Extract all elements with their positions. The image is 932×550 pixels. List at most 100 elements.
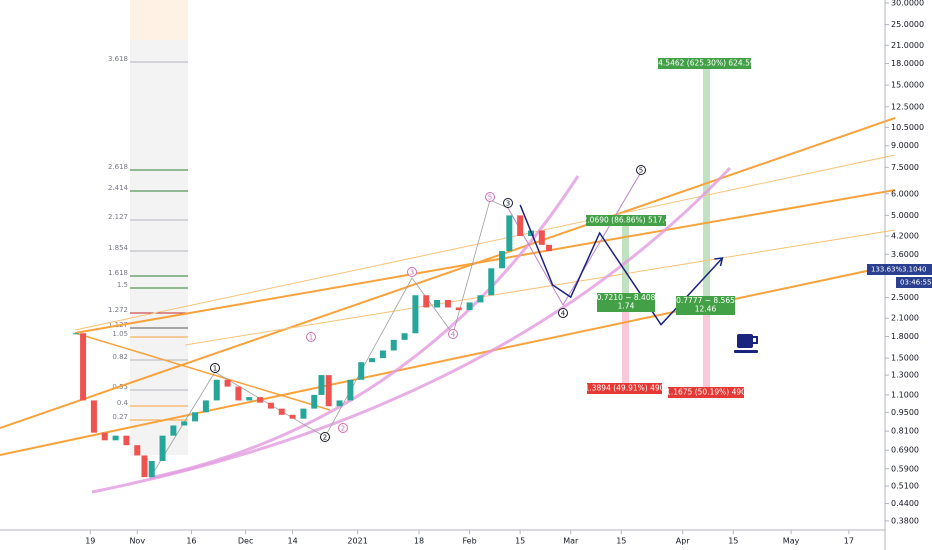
fib-label: 1.854 bbox=[108, 244, 129, 252]
wave-label: 2 bbox=[341, 425, 345, 433]
countdown: 03:46:55 bbox=[900, 279, 931, 287]
fib-label: 0.27 bbox=[112, 413, 128, 421]
candle bbox=[300, 408, 307, 419]
fib-label: 2.127 bbox=[108, 213, 128, 221]
price-change: 133.63% bbox=[871, 266, 902, 274]
x-tick-label: 16 bbox=[186, 537, 196, 546]
candle bbox=[499, 251, 506, 269]
x-tick-label: 17 bbox=[844, 537, 854, 546]
candle bbox=[444, 299, 451, 308]
candle bbox=[112, 435, 119, 441]
candle bbox=[538, 230, 545, 245]
fib-label: 1.272 bbox=[108, 306, 128, 314]
candle bbox=[401, 333, 408, 340]
candle bbox=[423, 295, 430, 308]
candle bbox=[477, 295, 484, 303]
wave-label: 2 bbox=[323, 434, 327, 442]
candle bbox=[246, 397, 253, 401]
candle bbox=[289, 414, 296, 419]
candle bbox=[257, 397, 264, 403]
x-tick-label: Feb bbox=[463, 537, 477, 546]
y-tick-label: 6.0000 bbox=[891, 189, 919, 198]
candle bbox=[311, 394, 318, 409]
channel-line bbox=[74, 154, 896, 331]
x-tick-label: Mar bbox=[563, 537, 579, 546]
y-tick-label: 7.5000 bbox=[891, 163, 919, 172]
fib-box bbox=[130, 40, 188, 455]
candle bbox=[455, 307, 462, 311]
y-tick-label: 0.3800 bbox=[891, 516, 919, 525]
x-tick-label: 2021 bbox=[347, 537, 367, 546]
candle bbox=[517, 215, 524, 237]
wave-circle bbox=[320, 432, 330, 442]
fib-label: 1.05 bbox=[112, 330, 128, 338]
candle bbox=[347, 379, 354, 401]
measure-label: 1.3894 (49.91%) 490 bbox=[585, 384, 665, 393]
channel-line bbox=[0, 264, 896, 456]
y-tick-label: 3.6000 bbox=[891, 250, 919, 259]
label-box bbox=[668, 387, 744, 398]
candle bbox=[101, 432, 108, 441]
candle bbox=[170, 425, 177, 436]
y-tick-label: 5.0000 bbox=[891, 211, 919, 220]
y-tick-label: 2.1000 bbox=[891, 314, 919, 323]
wave-circle bbox=[503, 198, 513, 208]
candle bbox=[358, 362, 365, 380]
coffee-icon[interactable] bbox=[734, 334, 758, 353]
candle bbox=[148, 460, 155, 478]
fib-label: 3.618 bbox=[108, 55, 128, 63]
measure-label: 2.0690 (86.86%) 517.4 bbox=[583, 216, 670, 225]
fib-label: 0.4 bbox=[117, 399, 129, 407]
y-tick-label: 0.9500 bbox=[891, 408, 919, 417]
y-tick-label: 15.0000 bbox=[891, 81, 924, 90]
wave-label: 1 bbox=[309, 334, 313, 342]
candle bbox=[72, 333, 79, 335]
label-box bbox=[597, 293, 655, 312]
measure-label: 1.1675 (50.19%) 490 bbox=[666, 388, 746, 397]
x-tick-label: May bbox=[783, 537, 800, 546]
y-tick-label: 30.0000 bbox=[891, 0, 924, 7]
x-tick-label: 15 bbox=[728, 537, 738, 546]
x-tick-label: 14 bbox=[287, 537, 297, 546]
wave-circle bbox=[448, 329, 458, 339]
candle bbox=[546, 244, 553, 252]
y-tick-label: 2.5000 bbox=[891, 293, 919, 302]
measure-label: 12.46 bbox=[695, 305, 717, 314]
price-badge bbox=[867, 264, 932, 275]
candle bbox=[90, 400, 97, 433]
wave-label: 3 bbox=[506, 200, 510, 208]
candle bbox=[506, 215, 513, 252]
x-tick-label: 15 bbox=[515, 537, 525, 546]
fib-label: 1.5 bbox=[117, 281, 128, 289]
label-box bbox=[586, 215, 666, 226]
fib-top bbox=[130, 0, 188, 40]
candle bbox=[202, 400, 209, 413]
countdown-badge bbox=[896, 277, 932, 288]
candle bbox=[412, 295, 419, 334]
x-tick-label: Nov bbox=[129, 537, 145, 546]
measure-label: 0.7210 ~ 8.408 bbox=[597, 293, 656, 302]
y-tick-label: 0.5100 bbox=[891, 482, 919, 491]
candle bbox=[325, 375, 332, 407]
measure-band-down bbox=[622, 311, 629, 383]
channel-line bbox=[184, 229, 896, 346]
measure-label: 0.7777 ~ 8.565 bbox=[676, 296, 735, 305]
wave-circle bbox=[485, 192, 495, 202]
wave-label: 5 bbox=[639, 167, 643, 175]
wave-label: 1 bbox=[213, 365, 217, 373]
candle bbox=[318, 375, 325, 395]
price-last: 3.1040 bbox=[902, 266, 927, 274]
candle bbox=[488, 268, 495, 296]
y-tick-label: 0.5900 bbox=[891, 464, 919, 473]
candle bbox=[390, 339, 397, 351]
candle bbox=[134, 445, 141, 456]
y-tick-label: 0.6900 bbox=[891, 446, 919, 455]
wave-label: 4 bbox=[561, 310, 566, 318]
y-tick-label: 9.0000 bbox=[891, 141, 919, 150]
candle bbox=[224, 379, 231, 387]
label-box bbox=[658, 58, 751, 69]
wave-circle bbox=[558, 308, 568, 318]
candle bbox=[336, 400, 343, 407]
x-tick-label: 15 bbox=[616, 537, 626, 546]
